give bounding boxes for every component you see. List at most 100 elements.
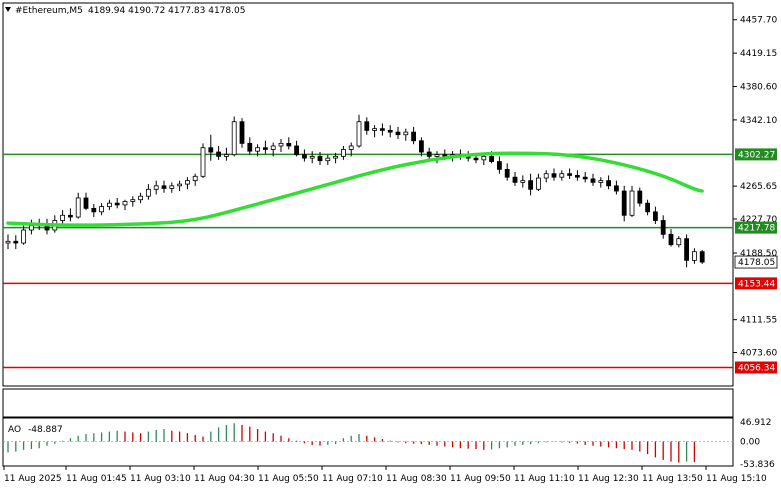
candle[interactable] [559, 170, 565, 181]
candle[interactable] [387, 125, 393, 138]
level-price-tags: 4302.27 4217.78 4153.44 4056.34 4178.05 [734, 148, 778, 374]
candle[interactable] [5, 234, 11, 250]
candle[interactable] [434, 151, 440, 164]
candle[interactable] [60, 210, 65, 224]
candle[interactable] [528, 173, 533, 196]
time-tick-label: 11 Aug 07:10 [322, 474, 383, 484]
candle[interactable] [411, 126, 417, 145]
candle[interactable] [395, 126, 401, 140]
candle[interactable] [426, 147, 432, 160]
candle-body [559, 173, 565, 178]
candle[interactable] [403, 128, 409, 141]
candle[interactable] [582, 171, 588, 183]
candle[interactable] [629, 185, 635, 218]
candle[interactable] [418, 137, 424, 157]
candle[interactable] [13, 235, 19, 250]
candle[interactable] [161, 180, 167, 193]
candle[interactable] [660, 215, 666, 239]
candle[interactable] [590, 173, 596, 186]
chart-symbol: #Ethereum,M5 [15, 6, 83, 16]
candle[interactable] [536, 173, 541, 192]
candle[interactable] [138, 192, 144, 204]
candle-body [5, 240, 11, 244]
candle[interactable] [114, 197, 120, 209]
candle[interactable] [621, 185, 627, 222]
candle[interactable] [99, 203, 104, 216]
candle[interactable] [262, 140, 268, 154]
candle[interactable] [153, 180, 159, 195]
candle[interactable] [504, 163, 510, 181]
candle[interactable] [286, 137, 292, 150]
candle[interactable] [200, 143, 206, 179]
candle-body [216, 151, 222, 157]
candle[interactable] [317, 152, 323, 166]
candle[interactable] [294, 140, 300, 157]
candle[interactable] [340, 145, 346, 160]
candle[interactable] [575, 170, 580, 181]
candle[interactable] [551, 168, 557, 181]
candle[interactable] [301, 149, 307, 162]
candle[interactable] [231, 116, 237, 157]
candle-body [434, 154, 440, 157]
candle[interactable] [177, 180, 183, 192]
candle[interactable] [309, 151, 315, 164]
candle[interactable] [543, 170, 549, 183]
candle-body [426, 151, 432, 157]
candle[interactable] [91, 204, 97, 218]
candle-body [231, 121, 237, 156]
candle[interactable] [512, 171, 518, 186]
candle[interactable] [75, 192, 81, 219]
candle[interactable] [255, 144, 261, 157]
candle[interactable] [653, 206, 658, 224]
candle[interactable] [684, 234, 689, 268]
candle-body [411, 131, 417, 142]
candle[interactable] [567, 168, 572, 179]
ao-pane[interactable] [2, 417, 734, 467]
candle[interactable] [192, 173, 198, 186]
candle-body [692, 251, 697, 261]
candle[interactable] [107, 199, 112, 211]
candle[interactable] [216, 145, 222, 160]
candle[interactable] [699, 249, 705, 264]
candle[interactable] [278, 139, 284, 153]
candle-body [169, 185, 175, 189]
candle[interactable] [223, 147, 229, 161]
candle[interactable] [606, 175, 611, 190]
candle[interactable] [614, 180, 619, 195]
candle[interactable] [333, 152, 339, 164]
candle[interactable] [83, 192, 89, 211]
candle[interactable] [21, 225, 27, 245]
level-tag-label: 4302.27 [738, 150, 775, 160]
candle[interactable] [122, 199, 128, 211]
candle[interactable] [68, 208, 73, 222]
candle[interactable] [184, 177, 190, 190]
candle[interactable] [637, 187, 643, 207]
candle[interactable] [364, 117, 370, 135]
candle[interactable] [379, 123, 385, 136]
candle[interactable] [356, 114, 362, 148]
candle[interactable] [692, 248, 697, 264]
candle[interactable] [208, 134, 214, 161]
triangle-down-icon[interactable] [5, 7, 11, 12]
candle[interactable] [668, 229, 674, 247]
candle[interactable] [496, 156, 502, 174]
price-pane[interactable] [2, 2, 734, 387]
candle[interactable] [169, 182, 175, 193]
candle[interactable] [481, 154, 487, 166]
candle-body [247, 142, 253, 152]
candle-body [504, 168, 510, 178]
candle[interactable] [348, 142, 354, 157]
candle[interactable] [520, 175, 526, 188]
candle[interactable] [676, 236, 682, 248]
candle[interactable] [270, 142, 276, 157]
candle[interactable] [598, 177, 604, 188]
candle[interactable] [239, 118, 245, 148]
candle-body [379, 128, 385, 131]
price-tick-label: 4111.55 [740, 316, 777, 326]
candle[interactable] [145, 184, 151, 200]
candle[interactable] [247, 137, 253, 155]
candle[interactable] [372, 125, 378, 138]
candle[interactable] [645, 199, 650, 216]
candle[interactable] [325, 154, 331, 166]
candle[interactable] [130, 196, 136, 207]
